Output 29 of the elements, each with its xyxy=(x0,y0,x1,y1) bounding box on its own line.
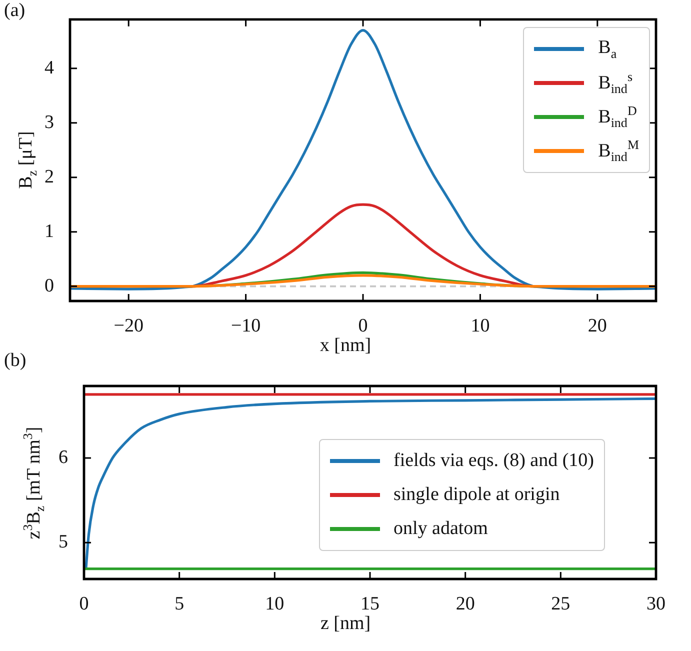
legend-label: B$_{a}$ xyxy=(598,36,617,62)
x-tick-label: 5 xyxy=(174,593,184,614)
line-series xyxy=(84,397,656,570)
y-tick-label: 1 xyxy=(44,220,54,242)
y-tick-label: 2 xyxy=(44,166,54,188)
line-series xyxy=(70,28,656,290)
legend-label: fields via eqs. (8) and (10) xyxy=(394,450,594,472)
x-tick-label: 10 xyxy=(265,593,284,614)
x-axis-title: z [nm] xyxy=(319,613,372,635)
y-tick-label: 0 xyxy=(44,275,54,296)
x-tick-label: 15 xyxy=(360,593,380,614)
x-tick-label: 25 xyxy=(551,593,570,614)
y-tick-label: 3 xyxy=(44,112,54,133)
x-axis-title: x [nm] xyxy=(320,335,372,356)
y-tick-label: 6 xyxy=(58,446,68,468)
y-tick-label: 4 xyxy=(44,57,54,78)
line-series xyxy=(70,274,656,288)
x-tick-label: 30 xyxy=(646,593,666,614)
x-tick-label: −20 xyxy=(114,315,144,336)
x-tick-label: 20 xyxy=(588,315,607,336)
chart-title: (a) xyxy=(4,0,26,22)
legend-label: single dipole at origin xyxy=(394,484,560,506)
x-tick-label: 0 xyxy=(358,315,368,336)
x-tick-label: 0 xyxy=(79,593,89,614)
legend-label: only adatom xyxy=(394,518,488,540)
x-tick-label: 10 xyxy=(470,315,490,336)
x-tick-label: −10 xyxy=(230,315,261,336)
x-tick-label: 20 xyxy=(456,593,475,614)
chart-title: (b) xyxy=(4,350,26,372)
